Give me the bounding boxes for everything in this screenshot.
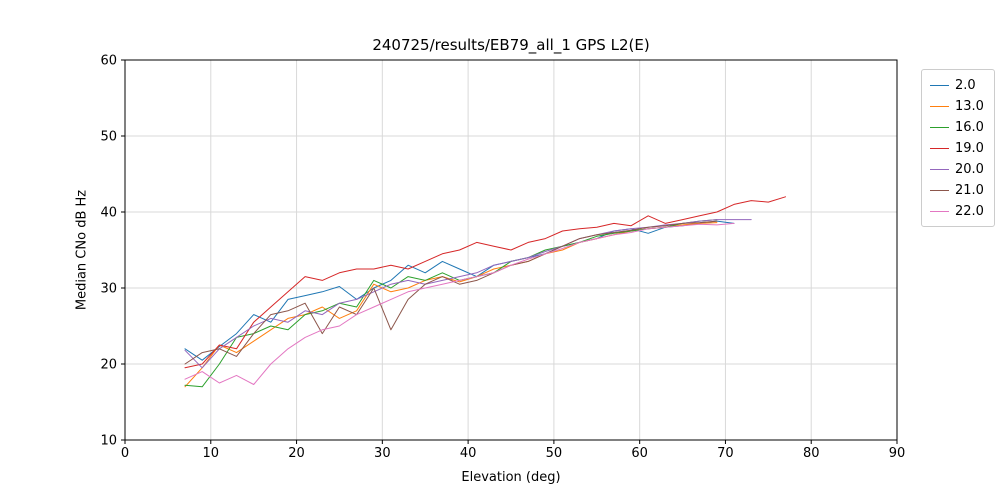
series-line-16.0 — [184, 219, 718, 388]
series-line-2.0 — [184, 220, 735, 361]
series-line-19.0 — [184, 196, 786, 369]
legend-line-swatch — [930, 106, 949, 107]
series-line-21.0 — [184, 220, 718, 365]
legend-item-20.0: 20.0 — [930, 159, 986, 180]
legend-line-swatch — [930, 211, 949, 212]
legend-item-22.0: 22.0 — [930, 201, 986, 222]
legend-line-swatch — [930, 148, 949, 149]
legend-item-19.0: 19.0 — [930, 138, 986, 159]
x-tick-label: 30 — [374, 446, 391, 461]
legend-line-swatch — [930, 127, 949, 128]
x-tick-label: 40 — [460, 446, 477, 461]
legend-label: 2.0 — [955, 78, 976, 93]
legend-label: 13.0 — [955, 99, 984, 114]
y-tick-label: 40 — [100, 206, 117, 221]
legend-item-21.0: 21.0 — [930, 180, 986, 201]
series-line-22.0 — [184, 222, 735, 385]
legend-item-2.0: 2.0 — [930, 75, 986, 96]
y-tick-label: 10 — [100, 434, 117, 449]
legend: 2.0 13.0 16.0 19.0 20.0 21.0 22.0 — [921, 69, 995, 227]
axes-frame — [124, 59, 898, 441]
chart-title: 240725/results/EB79_all_1 GPS L2(E) — [372, 36, 650, 54]
legend-label: 21.0 — [955, 183, 984, 198]
legend-item-13.0: 13.0 — [930, 96, 986, 117]
legend-label: 19.0 — [955, 141, 984, 156]
legend-label: 16.0 — [955, 120, 984, 135]
x-axis-label: Elevation (deg) — [461, 470, 561, 485]
x-tick-label: 50 — [546, 446, 563, 461]
y-tick-label: 30 — [100, 282, 117, 297]
x-tick-label: 90 — [889, 446, 906, 461]
y-tick-label: 60 — [100, 54, 117, 69]
x-tick-label: 60 — [631, 446, 648, 461]
x-tick-label: 20 — [288, 446, 305, 461]
legend-line-swatch — [930, 190, 949, 191]
legend-item-16.0: 16.0 — [930, 117, 986, 138]
legend-line-swatch — [930, 169, 949, 170]
y-tick-label: 20 — [100, 358, 117, 373]
series-line-13.0 — [184, 222, 718, 388]
x-tick-label: 10 — [203, 446, 220, 461]
legend-label: 22.0 — [955, 204, 984, 219]
y-tick-label: 50 — [100, 130, 117, 145]
x-tick-label: 0 — [121, 446, 129, 461]
x-tick-label: 70 — [717, 446, 734, 461]
x-tick-label: 80 — [803, 446, 820, 461]
legend-line-swatch — [930, 85, 949, 86]
legend-label: 20.0 — [955, 162, 984, 177]
